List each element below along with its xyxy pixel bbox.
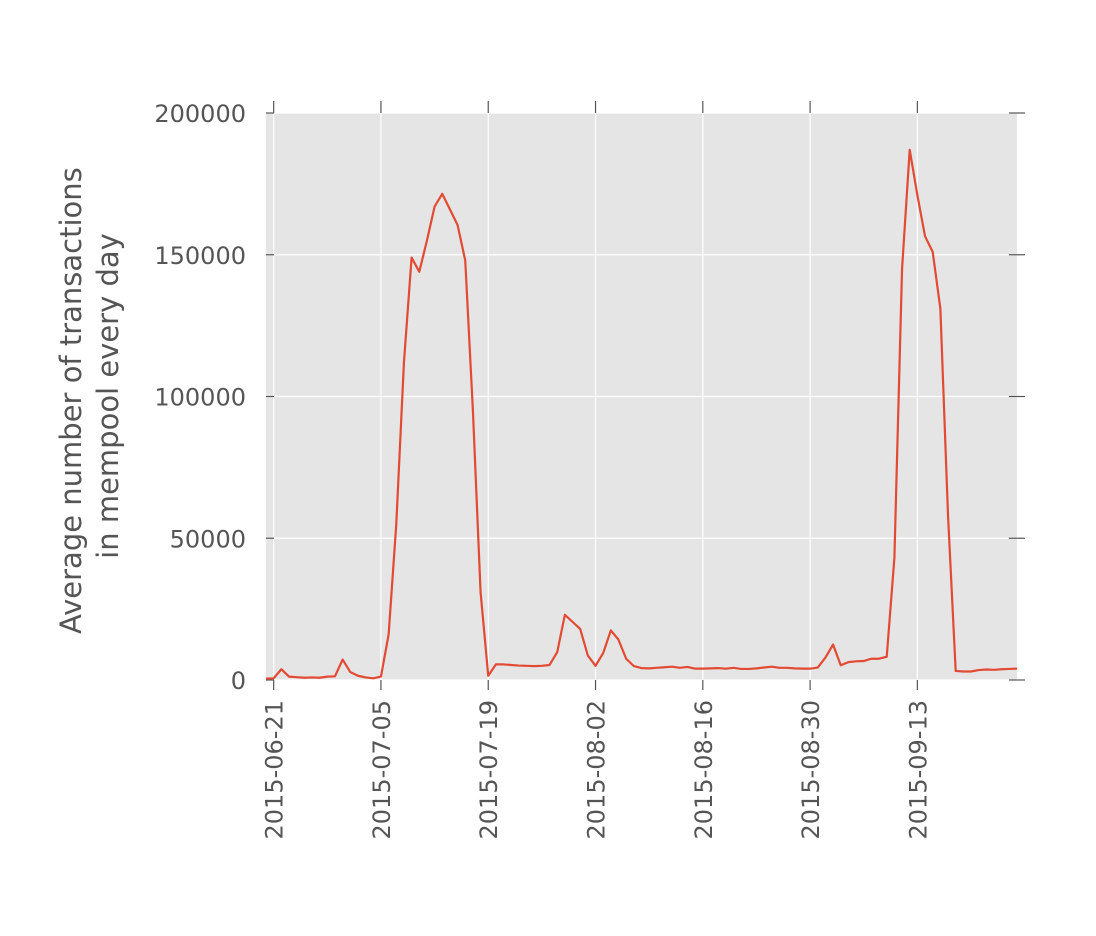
x-tick-label: 2015-06-21 <box>261 700 289 839</box>
y-axis-label: Average number of transactions in mempoo… <box>54 158 125 634</box>
y-axis-label-line-2: in mempool every day <box>91 233 125 559</box>
x-tick-label: 2015-08-02 <box>583 700 611 839</box>
series-line <box>265 148 1018 680</box>
tick-labels: 0 50000 100000 150000 200000 2015-06-21 2015-0… <box>154 100 932 839</box>
y-tick-label: 50000 <box>170 525 246 553</box>
x-tick-label: 2015-09-13 <box>904 700 932 839</box>
y-tick-label: 100000 <box>154 384 246 412</box>
axis-ticks <box>266 101 1025 690</box>
y-tick-label: 0 <box>231 667 246 695</box>
x-tick-label: 2015-07-05 <box>368 700 396 839</box>
x-tick-label: 2015-08-16 <box>690 700 718 839</box>
gridlines <box>266 112 1017 681</box>
y-tick-label: 200000 <box>154 100 246 128</box>
y-axis-label-line-1: Average number of transactions <box>54 167 88 634</box>
x-tick-label: 2015-07-19 <box>475 700 503 839</box>
y-tick-label: 150000 <box>154 242 246 270</box>
x-tick-label: 2015-08-30 <box>797 700 825 839</box>
